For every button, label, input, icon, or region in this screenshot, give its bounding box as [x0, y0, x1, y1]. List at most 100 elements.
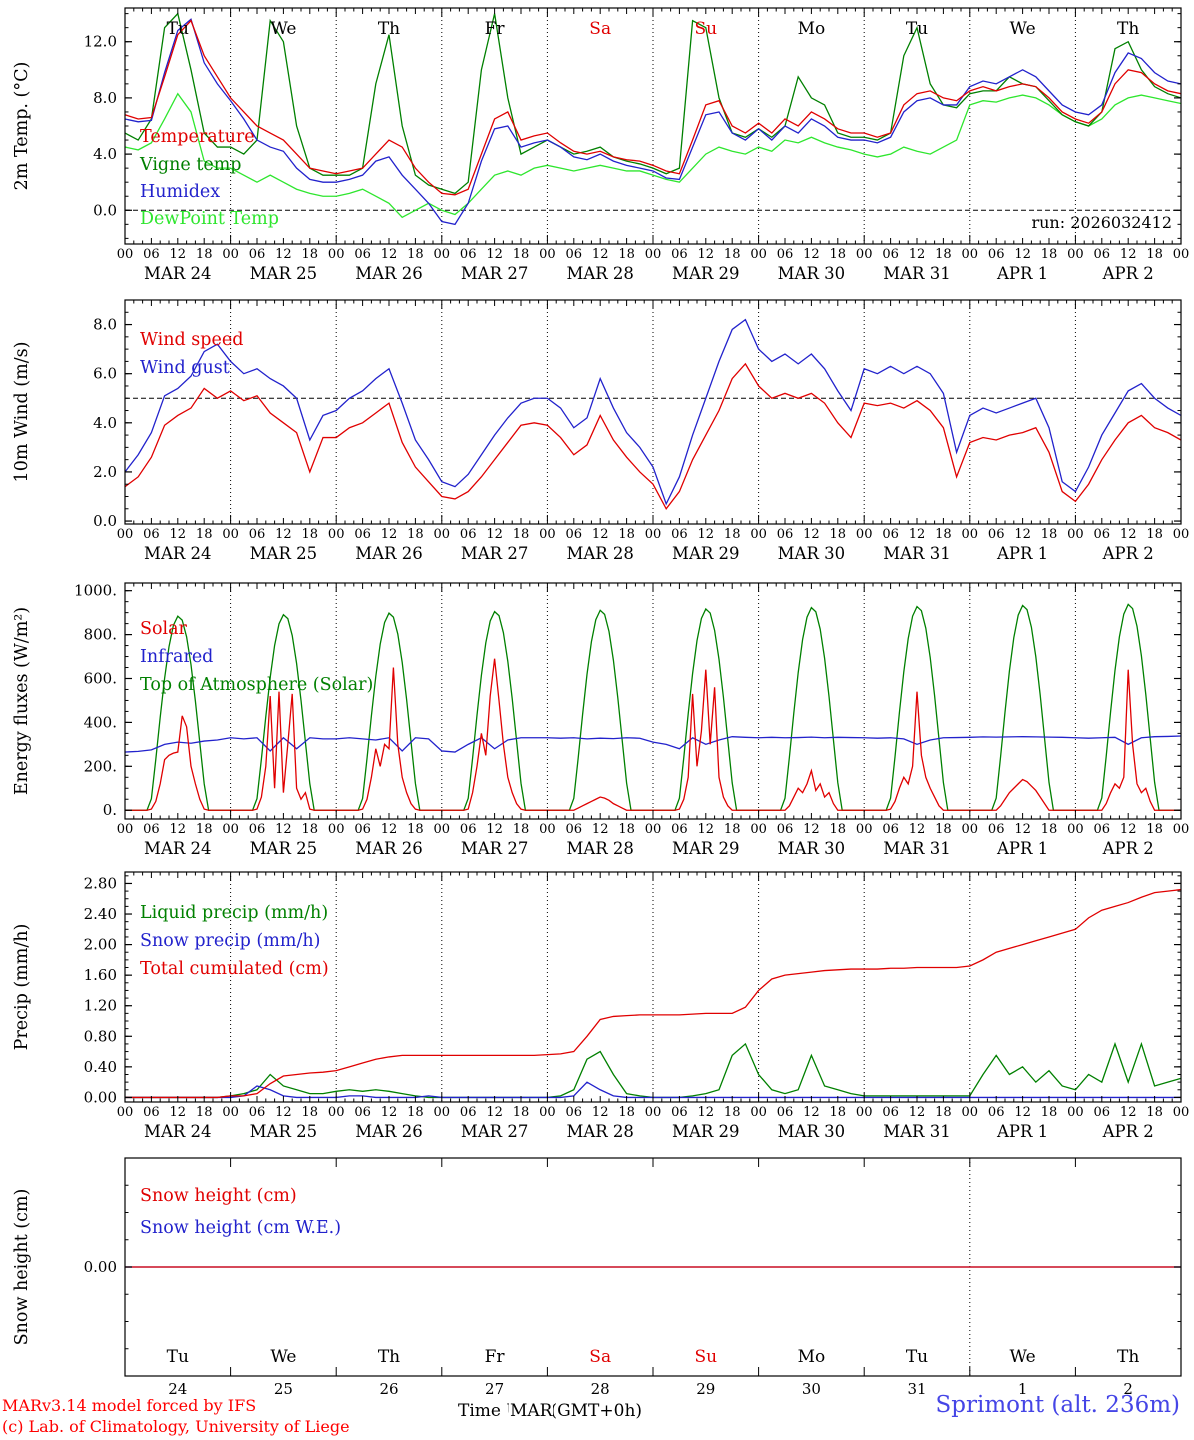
- hour-label: 06: [249, 1105, 266, 1120]
- date-label: MAR 27: [461, 264, 528, 283]
- y-tick-label: 2.40: [84, 905, 117, 923]
- y-axis-title: Energy fluxes (W/m²): [12, 607, 32, 795]
- hour-label: 12: [1120, 527, 1137, 542]
- hour-label: 06: [671, 822, 688, 837]
- hour-label: 06: [1094, 822, 1111, 837]
- hour-label: 12: [170, 1105, 187, 1120]
- day-label: Th: [378, 1347, 400, 1367]
- hour-label: 06: [1094, 1105, 1111, 1120]
- hour-label: 00: [645, 247, 662, 262]
- hour-label: 00: [1067, 527, 1084, 542]
- day-label: Fr: [485, 19, 506, 39]
- hour-label: 12: [1120, 1105, 1137, 1120]
- hour-label: 18: [1146, 1105, 1163, 1120]
- legend-humidex: Humidex: [140, 182, 221, 202]
- date-label: APR 1: [996, 839, 1048, 858]
- hour-label: 12: [909, 247, 926, 262]
- hour-label: 18: [724, 527, 741, 542]
- day-label: Mo: [798, 1347, 826, 1367]
- hour-label: 00: [1067, 247, 1084, 262]
- date-label: MAR 30: [778, 839, 845, 858]
- hour-label: 06: [988, 527, 1005, 542]
- hour-label: 06: [988, 822, 1005, 837]
- date-label: MAR 28: [566, 839, 633, 858]
- hour-label: 12: [275, 527, 292, 542]
- run-label: run: 2026032412: [1031, 213, 1172, 232]
- panel-2: 0.0 2.0 4.0 6.0 8.0 10m Wind (m/s) 00 06 12 18 00 0…: [12, 299, 1190, 563]
- hour-label: 18: [724, 822, 741, 837]
- hour-label: 12: [170, 527, 187, 542]
- hour-label: 12: [803, 1105, 820, 1120]
- hour-label: 06: [460, 527, 477, 542]
- y-tick-label: 6.0: [93, 365, 117, 383]
- date-label: APR 2: [1102, 264, 1154, 283]
- hour-label: 06: [882, 1105, 899, 1120]
- hour-label: 12: [592, 1105, 609, 1120]
- y-tick-label: 0.00: [84, 1258, 117, 1276]
- date-label: MAR 25: [250, 264, 317, 283]
- day-label: We: [1010, 19, 1036, 39]
- hour-label: 18: [196, 1105, 213, 1120]
- date-short-label: 30: [802, 1380, 821, 1398]
- hour-label: 12: [698, 1105, 715, 1120]
- month-label: MAR: [509, 1401, 554, 1421]
- hour-label: 06: [566, 247, 583, 262]
- hour-label: 18: [1041, 247, 1058, 262]
- panel-border: [124, 1157, 1182, 1377]
- date-label: MAR 25: [250, 839, 317, 858]
- date-label: MAR 30: [778, 544, 845, 563]
- hour-label: 06: [777, 527, 794, 542]
- hour-label: 12: [909, 527, 926, 542]
- date-label: MAR 26: [355, 839, 422, 858]
- hour-label: 06: [777, 247, 794, 262]
- y-tick-label: 2.80: [84, 874, 117, 892]
- hour-label: 06: [249, 822, 266, 837]
- legend-snow-height-we: Snow height (cm W.E.): [140, 1218, 342, 1238]
- date-label: MAR 24: [144, 1122, 211, 1141]
- series-humidex: [125, 18, 1181, 226]
- hour-label: 00: [645, 527, 662, 542]
- hour-label: 00: [645, 822, 662, 837]
- hour-label: 18: [513, 247, 530, 262]
- hour-label: 00: [856, 822, 873, 837]
- hour-label: 18: [302, 527, 319, 542]
- date-label: MAR 24: [144, 544, 211, 563]
- y-tick-label: 0.80: [84, 1027, 117, 1045]
- series-cumulated: [125, 888, 1181, 1099]
- y-tick-label: 0.0: [93, 512, 117, 530]
- hour-label: 18: [935, 1105, 952, 1120]
- date-label: MAR 24: [144, 264, 211, 283]
- hour-label: 00: [1173, 527, 1190, 542]
- legend-wind-speed: Wind speed: [140, 330, 244, 350]
- date-label: MAR 26: [355, 1122, 422, 1141]
- hour-label: 18: [513, 1105, 530, 1120]
- date-label: MAR 26: [355, 264, 422, 283]
- hour-label: 18: [830, 1105, 847, 1120]
- legend-solar: Solar: [140, 619, 187, 639]
- date-label: MAR 29: [672, 264, 739, 283]
- y-tick-label: 800.: [84, 626, 117, 644]
- date-label: MAR 31: [883, 544, 950, 563]
- y-axis-title: Snow height (cm): [12, 1189, 32, 1346]
- hour-label: 00: [645, 1105, 662, 1120]
- y-tick-label: 600.: [84, 669, 117, 687]
- day-label: Tu: [906, 1347, 928, 1367]
- date-short-label: 29: [696, 1380, 715, 1398]
- hour-label: 00: [222, 822, 239, 837]
- hour-label: 06: [1094, 247, 1111, 262]
- hour-label: 06: [354, 247, 371, 262]
- hour-label: 00: [328, 527, 345, 542]
- date-short-label: 1: [1018, 1380, 1028, 1398]
- hour-label: 06: [882, 822, 899, 837]
- series-temperature: [125, 19, 1181, 196]
- hour-label: 18: [407, 822, 424, 837]
- date-label: MAR 26: [355, 544, 422, 563]
- day-label: We: [1010, 1347, 1036, 1367]
- legend-wind-gust: Wind gust: [140, 358, 230, 378]
- hour-label: 00: [539, 527, 556, 542]
- hour-label: 12: [170, 247, 187, 262]
- legend-snow-height: Snow height (cm): [140, 1186, 297, 1206]
- date-short-label: 27: [485, 1380, 504, 1398]
